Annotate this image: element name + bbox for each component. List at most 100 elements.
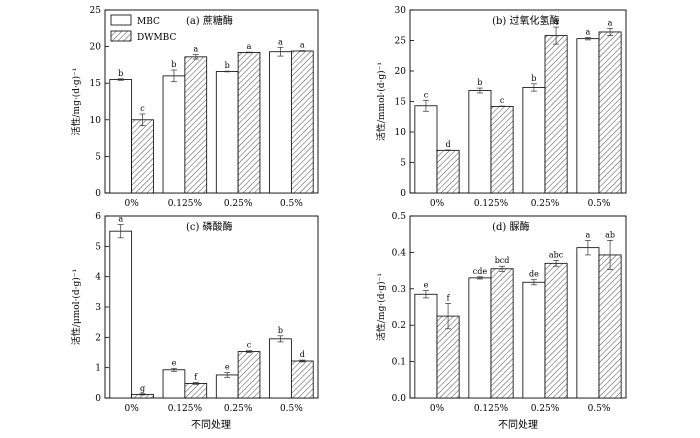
x-tick-label: 0.125% — [474, 404, 509, 414]
panel-title: (d) 脲酶 — [492, 220, 529, 233]
significance-label: a — [118, 214, 123, 223]
significance-label: a — [554, 17, 559, 26]
panel-c: 0 1 2 3 4 5 6 活性/μmol·(d·g)⁻¹ (c) 磷酸酶 0% a g 0.125% e… — [70, 212, 319, 431]
x-tick-label: 0.125% — [474, 199, 509, 209]
significance-label: c — [140, 104, 145, 113]
y-tick-label: 2 — [95, 333, 101, 343]
significance-label: b — [531, 74, 536, 83]
y-tick-label: 0.5 — [392, 212, 407, 222]
panel-title: (a) 蔗糖酶 — [186, 14, 233, 27]
y-tick-label: 5 — [95, 152, 101, 162]
x-tick-label: 0% — [124, 404, 139, 414]
significance-label: b — [171, 60, 176, 69]
significance-label: f — [447, 293, 451, 302]
bar-dwmbc — [290, 360, 314, 399]
significance-label: a — [278, 37, 283, 46]
x-tick-label: 0.25% — [224, 199, 253, 209]
significance-label: c — [500, 96, 505, 105]
legend-label-mbc: MBC — [137, 17, 160, 27]
panel-title: (c) 磷酸酶 — [186, 220, 233, 233]
bar-mbc — [269, 51, 292, 194]
bar-dwmbc — [544, 262, 568, 399]
x-tick-label: 0.5% — [588, 404, 611, 414]
x-tick-label: 0.125% — [168, 199, 203, 209]
y-tick-label: 0 — [95, 189, 101, 199]
y-tick-label: 0 — [95, 394, 101, 404]
panel-d: 0.0 0.1 0.2 0.3 0.4 0.5 活性/mg·(d·g)⁻¹ (d) 脲酶 0% e… — [375, 212, 627, 431]
x-tick-label: 0.5% — [588, 199, 611, 209]
legend-swatch-dwmbc — [110, 30, 132, 42]
bar-mbc — [269, 338, 292, 399]
bar-dwmbc — [598, 254, 622, 399]
panel-b: 0 5 10 15 20 25 30 活性/mmol·(d·g)⁻¹ (b) 过氧化氢酶 0% c d… — [375, 6, 627, 209]
y-tick-label: 0.0 — [392, 394, 407, 404]
bar-mbc — [468, 277, 492, 399]
y-tick-label: 0.2 — [392, 321, 406, 331]
significance-label: b — [477, 78, 482, 87]
y-tick-label: 0.4 — [392, 248, 407, 258]
y-tick-label: 0 — [400, 189, 406, 199]
significance-label: a — [586, 27, 591, 36]
significance-label: abc — [549, 250, 564, 259]
significance-label: c — [424, 90, 429, 99]
y-axis-label: 活性/mg·(d·g)⁻¹ — [70, 68, 82, 136]
y-axis-label: 活性/μmol·(d·g)⁻¹ — [70, 269, 82, 345]
y-tick-label: 5 — [95, 242, 101, 252]
bar-dwmbc — [436, 149, 460, 194]
bar-mbc — [162, 369, 186, 399]
x-tick-label: 0% — [430, 404, 445, 414]
bar-dwmbc — [184, 383, 208, 399]
bar-mbc — [576, 38, 600, 194]
y-tick-label: 1 — [95, 364, 101, 374]
y-tick-label: 4 — [95, 273, 101, 283]
y-tick-label: 30 — [395, 6, 407, 16]
legend: MBC DWMBC — [110, 14, 176, 43]
x-axis-label: 不同处理 — [498, 419, 538, 431]
y-tick-label: 15 — [90, 79, 102, 89]
x-tick-label: 0.5% — [280, 404, 303, 414]
significance-label: g — [140, 384, 145, 393]
significance-label: b — [278, 326, 283, 335]
significance-label: a — [193, 45, 198, 54]
legend-label-dwmbc: DWMBC — [137, 33, 176, 43]
significance-label: d — [446, 140, 451, 149]
significance-label: d — [300, 350, 305, 359]
y-tick-label: 15 — [395, 98, 407, 108]
bar-mbc — [414, 293, 438, 399]
significance-label: a — [300, 41, 305, 50]
y-tick-label: 0.1 — [392, 358, 406, 368]
y-tick-label: 6 — [95, 212, 101, 222]
significance-label: b — [225, 61, 230, 70]
x-tick-label: 0.25% — [531, 404, 560, 414]
y-tick-label: 25 — [90, 6, 102, 16]
bar-mbc — [109, 230, 133, 399]
significance-label: ab — [605, 230, 615, 239]
x-tick-label: 0.5% — [280, 199, 303, 209]
significance-label: e — [172, 358, 177, 367]
y-tick-label: 20 — [395, 67, 407, 77]
bar-dwmbc — [237, 52, 261, 194]
y-tick-label: 0.3 — [392, 285, 407, 295]
y-tick-label: 5 — [400, 159, 406, 169]
significance-label: a — [586, 230, 591, 239]
bar-mbc — [109, 79, 133, 194]
plot-frame — [104, 9, 319, 194]
bar-dwmbc — [237, 351, 261, 399]
bar-dwmbc — [544, 35, 568, 194]
x-tick-label: 0% — [124, 199, 139, 209]
significance-label: b — [118, 69, 123, 78]
significance-label: c — [247, 341, 252, 350]
bar-mbc — [414, 105, 438, 194]
x-axis-label: 不同处理 — [191, 419, 231, 431]
x-tick-label: 0% — [430, 199, 445, 209]
legend-swatch-mbc — [110, 14, 132, 26]
significance-label: de — [529, 270, 539, 279]
x-tick-label: 0.125% — [168, 404, 203, 414]
significance-label: f — [194, 373, 198, 382]
panel-title: (b) 过氧化氢酶 — [492, 14, 559, 27]
bar-mbc — [576, 247, 600, 399]
bar-mbc — [522, 281, 546, 399]
significance-label: bcd — [495, 256, 510, 265]
y-tick-label: 20 — [90, 43, 102, 53]
bar-mbc — [215, 374, 239, 399]
